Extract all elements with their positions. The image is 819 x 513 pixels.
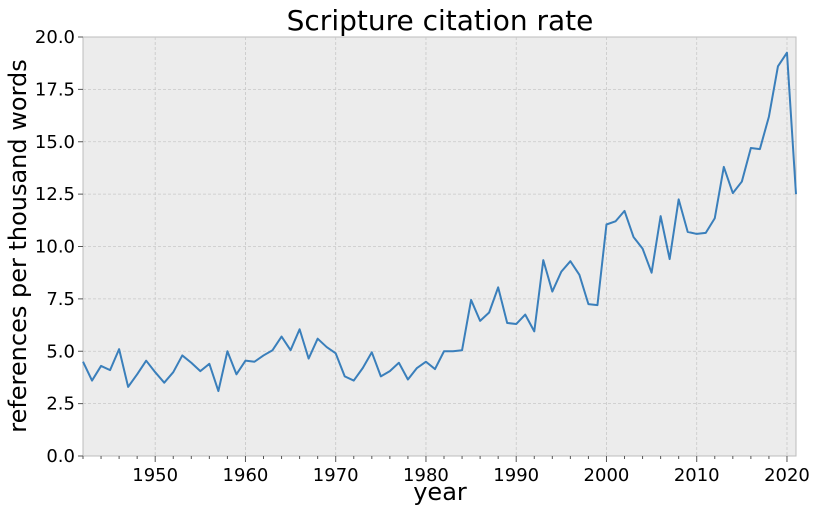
y-tick-label: 5.0 <box>46 341 75 362</box>
series-line <box>82 51 797 393</box>
x-tick-label: 2000 <box>584 465 630 486</box>
y-tick-label: 7.5 <box>46 289 75 310</box>
y-tick-label: 0.0 <box>46 446 75 467</box>
series-group <box>82 51 797 393</box>
x-axis-label: year <box>413 478 467 506</box>
y-tick-label: 12.5 <box>35 184 75 205</box>
y-tick-label: 20.0 <box>35 27 75 48</box>
x-tick-label: 1980 <box>403 465 449 486</box>
grid <box>83 37 796 456</box>
x-tick-label: 1990 <box>493 465 539 486</box>
x-tick-label: 1950 <box>132 465 178 486</box>
y-tick-label: 10.0 <box>35 237 75 258</box>
x-axis: 1950 1960 1970 1980 1990 2000 2010 2020 <box>82 456 810 486</box>
y-axis-label: references per thousand words <box>4 59 32 433</box>
y-tick-label: 2.5 <box>46 394 75 415</box>
y-axis: 0.0 2.5 5.0 7.5 10.0 12.5 15.0 17.5 20.0 <box>35 27 83 467</box>
y-tick-label: 17.5 <box>35 79 75 100</box>
x-tick-label: 1970 <box>313 465 359 486</box>
x-tick-label: 1960 <box>223 465 269 486</box>
x-tick-label: 2020 <box>764 465 810 486</box>
y-tick-label: 15.0 <box>35 132 75 153</box>
chart-title: Scripture citation rate <box>287 4 594 37</box>
x-tick-label: 2010 <box>674 465 720 486</box>
